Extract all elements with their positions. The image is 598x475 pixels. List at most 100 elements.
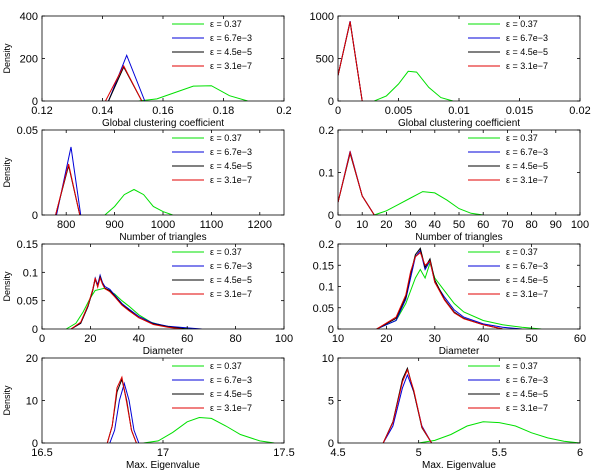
x-tick-label: 20: [380, 333, 392, 345]
series-group: [376, 247, 542, 329]
series-group: [55, 146, 173, 215]
legend-label-2: ε = 4.5e−5: [210, 47, 252, 57]
x-tick-label: 80: [525, 219, 537, 231]
x-axis-label: Diameter: [143, 346, 184, 357]
legend: ε = 0.37 ε = 6.7e−3 ε = 4.5e−5 ε = 3.1e−7: [468, 19, 548, 71]
axes-frame: [337, 129, 581, 216]
series-line-3: [70, 276, 183, 329]
series-line-1: [109, 381, 140, 443]
axes-frame: [41, 129, 285, 216]
series-line-1: [70, 273, 202, 329]
x-axis-label: Number of triangles: [415, 232, 502, 243]
legend-label-0: ε = 0.37: [506, 247, 538, 257]
series-group: [338, 150, 484, 215]
x-tick-label: 6: [577, 447, 583, 459]
legend-label-1: ε = 6.7e−3: [210, 147, 252, 157]
axes-frame: [41, 357, 285, 444]
x-tick-label: 0.01: [448, 105, 469, 117]
series-line-1: [108, 53, 146, 101]
x-tick-label: 40: [133, 333, 145, 345]
series-line-3: [382, 368, 433, 443]
series-line-0: [138, 85, 248, 101]
chart-tri-left: 800 900 1000 1100 1200 0 0.05 Number of triangl…: [2, 125, 285, 243]
legend-label-3: ε = 3.1e−7: [506, 175, 548, 185]
x-axis-label: Diameter: [439, 346, 480, 357]
y-tick-label: 0.1: [319, 168, 334, 180]
legend-label-1: ε = 6.7e−3: [506, 33, 548, 43]
y-tick-label: 1000: [310, 11, 334, 23]
legend-label-3: ε = 3.1e−7: [506, 403, 548, 413]
legend-label-3: ε = 3.1e−7: [210, 61, 252, 71]
x-tick-label: 40: [477, 333, 489, 345]
series-line-3: [376, 251, 503, 329]
x-axis-label: Max. Eigenvalue: [126, 460, 200, 471]
legend-label-1: ε = 6.7e−3: [210, 33, 252, 43]
x-tick-label: 1200: [248, 219, 272, 231]
y-tick-label: 0: [328, 438, 334, 450]
legend-label-2: ε = 4.5e−5: [210, 389, 252, 399]
x-tick-label: 0.005: [385, 105, 413, 117]
y-tick-label: 0.05: [17, 296, 38, 308]
chart-tri-right: 0 10 20 30 40 50 60 70 80 90 100 0 0.1 0.2 Number of t…: [319, 125, 589, 243]
x-tick-label: 0: [335, 219, 341, 231]
x-tick-label: 40: [429, 219, 441, 231]
y-tick-label: 200: [20, 54, 38, 66]
x-axis-label: Max. Eigenvalue: [422, 460, 496, 471]
x-tick-label: 0: [335, 105, 341, 117]
series-line-1: [382, 373, 433, 443]
chart-eig-right: 4.5 5 5.5 6 0 5 10 Max. Eigenvalue ε = 0.37 ε = 6…: [322, 353, 583, 471]
series-line-2: [106, 377, 137, 443]
legend-label-1: ε = 6.7e−3: [506, 261, 548, 271]
y-tick-label: 500: [316, 54, 334, 66]
series-line-0: [418, 421, 580, 443]
chart-gcc-right: 0 0.005 0.01 0.015 0.02 0 500 1000 Global cluste…: [310, 11, 591, 129]
x-tick-label: 17: [157, 447, 169, 459]
x-tick-label: 60: [477, 219, 489, 231]
series-group: [338, 20, 454, 101]
y-axis-label: Density: [2, 43, 12, 74]
x-tick-label: 90: [550, 219, 562, 231]
series-line-0: [374, 70, 454, 101]
x-tick-label: 60: [181, 333, 193, 345]
x-tick-label: 17.5: [273, 447, 294, 459]
series-line-3: [105, 64, 143, 101]
legend-label-3: ε = 3.1e−7: [210, 289, 252, 299]
x-tick-label: 4.5: [330, 447, 345, 459]
y-axis-label: Density: [2, 385, 12, 416]
x-tick-label: 10: [332, 333, 344, 345]
x-tick-label: 30: [429, 333, 441, 345]
x-tick-label: 800: [57, 219, 75, 231]
series-line-2: [55, 165, 81, 215]
series-line-3: [338, 150, 375, 215]
x-tick-label: 0.18: [213, 105, 234, 117]
series-group: [382, 366, 580, 443]
x-tick-label: 20: [380, 219, 392, 231]
y-tick-label: 0: [32, 438, 38, 450]
x-tick-label: 0.12: [31, 105, 52, 117]
series-group: [65, 273, 202, 329]
x-tick-label: 100: [275, 333, 293, 345]
x-tick-label: 1100: [200, 219, 224, 231]
x-tick-label: 80: [229, 333, 241, 345]
y-tick-label: 400: [20, 11, 38, 23]
y-tick-label: 0: [32, 96, 38, 108]
legend-label-1: ε = 6.7e−3: [210, 261, 252, 271]
y-tick-label: 10: [322, 353, 334, 365]
x-tick-label: 5.5: [492, 447, 507, 459]
x-tick-label: 0.2: [276, 105, 291, 117]
x-tick-label: 900: [105, 219, 123, 231]
y-tick-label: 0: [328, 96, 334, 108]
legend-label-2: ε = 4.5e−5: [210, 275, 252, 285]
legend-label-0: ε = 0.37: [506, 361, 538, 371]
y-tick-label: 5: [328, 396, 334, 408]
legend: ε = 0.37 ε = 6.7e−3 ε = 4.5e−5 ε = 3.1e−7: [172, 133, 252, 185]
x-axis-label: Global clustering coefficient: [102, 118, 224, 129]
legend-label-0: ε = 0.37: [210, 133, 242, 143]
x-axis-label: Global clustering coefficient: [398, 118, 520, 129]
legend-label-2: ε = 4.5e−5: [506, 47, 548, 57]
legend-label-1: ε = 6.7e−3: [506, 147, 548, 157]
y-tick-label: 20: [26, 353, 38, 365]
x-tick-label: 20: [84, 333, 96, 345]
series-group: [106, 375, 275, 443]
legend-label-0: ε = 0.37: [506, 19, 538, 29]
